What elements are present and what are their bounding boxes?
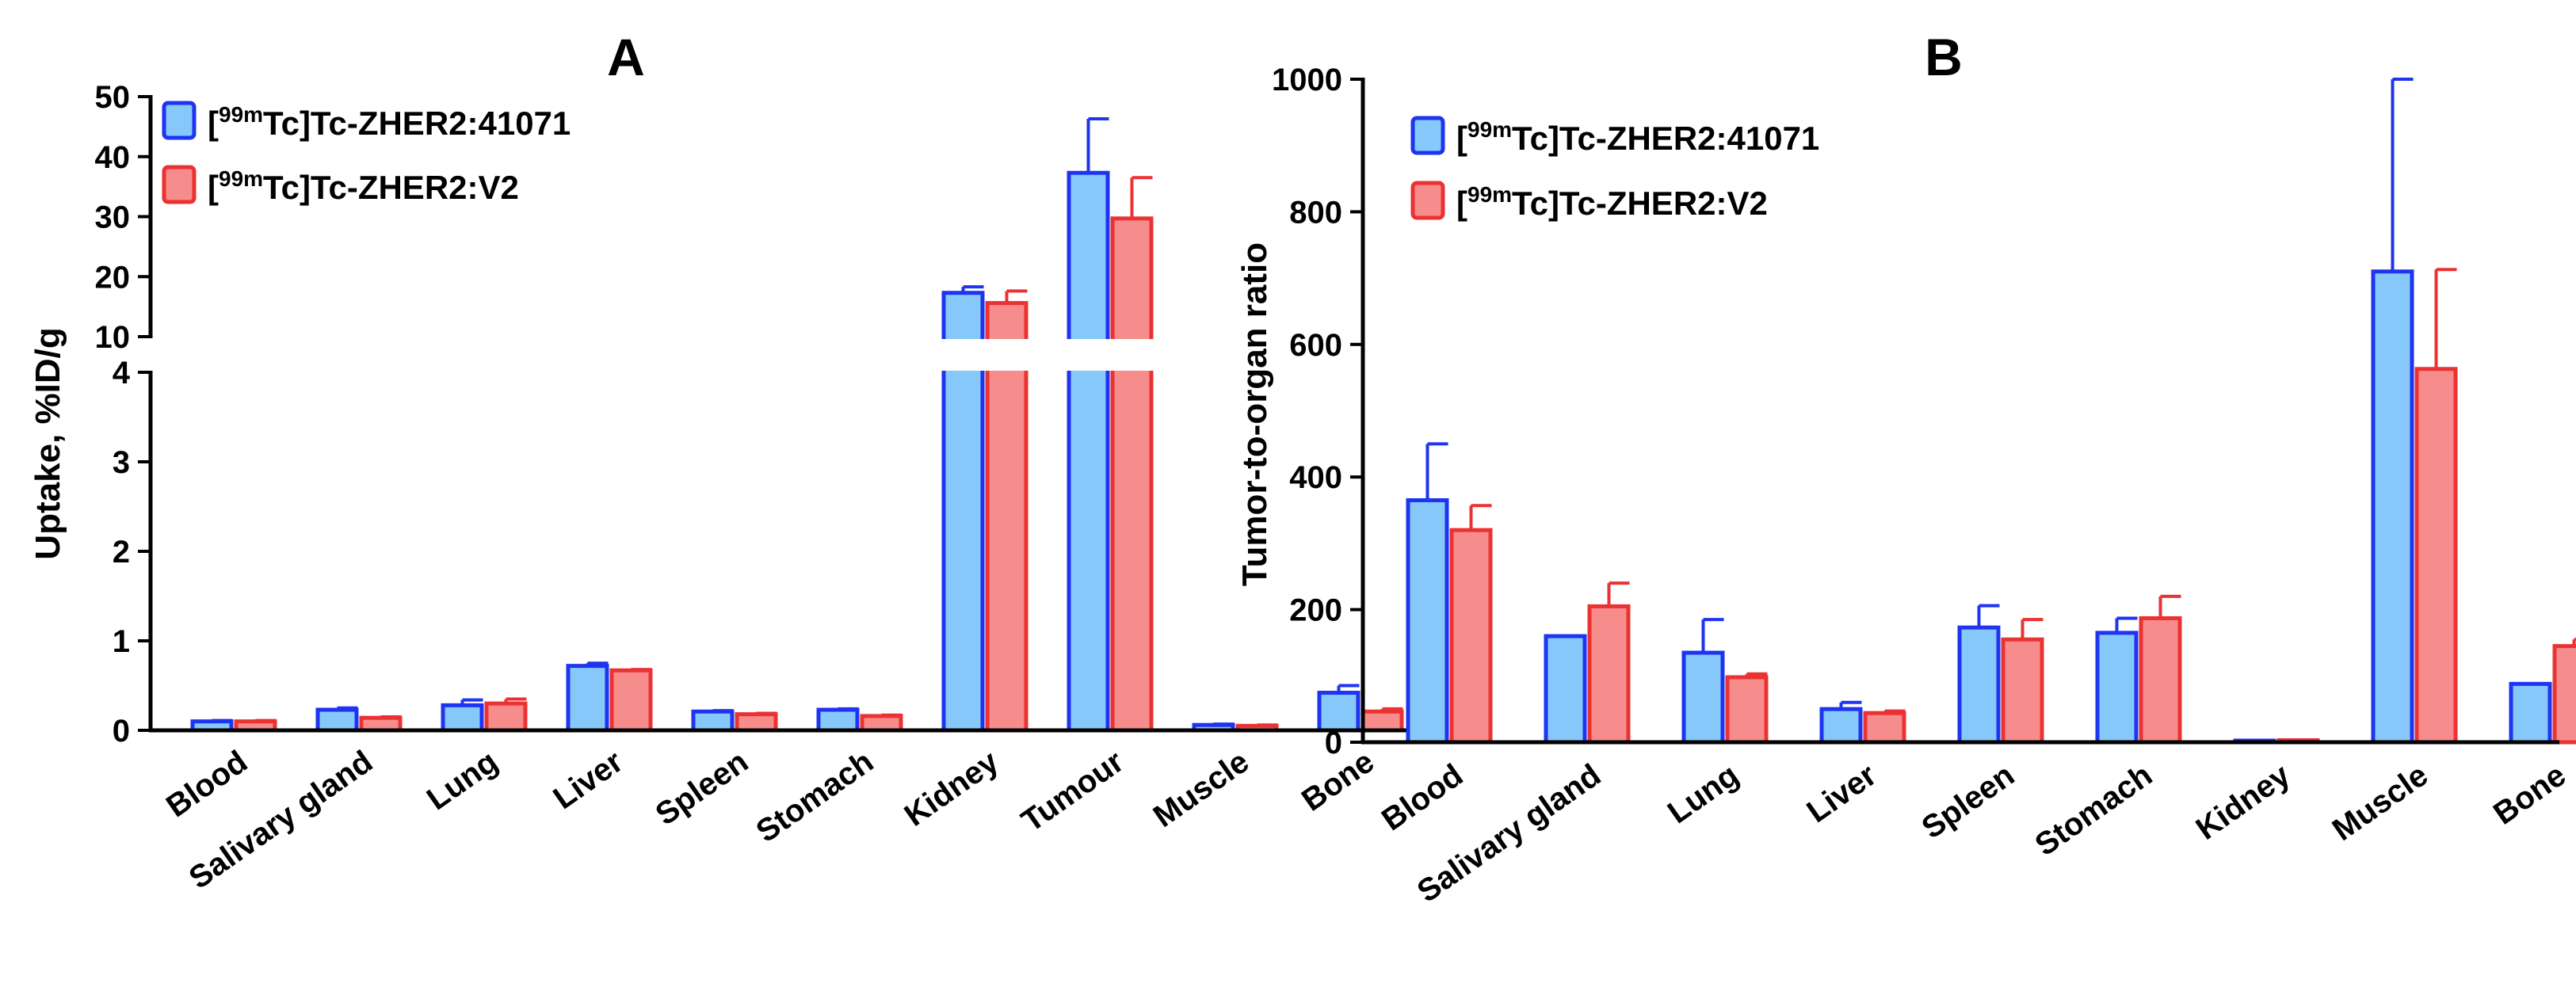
panel-b-bar-s1-stomach	[2095, 631, 2139, 745]
panel-b-bar-s2-lung	[1725, 675, 1769, 745]
panel-a-bar-s1-salivary-gland	[315, 707, 359, 733]
panel-a: A Uptake, %ID/g [99mTc]Tc-ZHER2:41071 [9…	[29, 28, 1430, 896]
panel-b-bar-s1-salivary-gland	[1544, 634, 1587, 745]
panel-a-y-tick-label: 50	[95, 80, 131, 115]
panel-a-y-tick-label: 1	[113, 624, 130, 659]
panel-a-bar-s1-spleen	[691, 709, 735, 733]
panel-a-category-label: Stomach	[750, 744, 880, 849]
panel-b: B Tumor-to-organ ratio [99mTc]Tc-ZHER2:4…	[1235, 28, 2576, 909]
panel-a-y-tick-label: 40	[95, 140, 131, 175]
panel-a-bar-s2-liver	[609, 668, 653, 733]
panel-a-legend-swatch-1	[162, 101, 197, 140]
panel-b-legend-swatch-2	[1410, 181, 1445, 220]
panel-a-category-label: Spleen	[649, 744, 754, 832]
panel-a-category-label: Tumour	[1015, 744, 1130, 839]
panel-b-bar-s2-bone	[2552, 644, 2576, 745]
panel-b-bar-s2-stomach	[2139, 615, 2182, 745]
panel-a-bar-s2-lung	[484, 701, 528, 733]
panel-a-category-label: Lung	[421, 744, 504, 817]
panel-a-bar-s1-tumour	[1067, 170, 1110, 733]
panel-a-bar-s2-spleen	[735, 712, 778, 733]
panel-b-category-label: Lung	[1662, 757, 1745, 830]
panel-a-title: A	[607, 28, 645, 86]
panel-b-legend-label-1: [99mTc]Tc-ZHER2:41071	[1456, 117, 1819, 157]
panel-a-bar-s2-bone	[1361, 709, 1404, 733]
panel-a-y-axis-title: Uptake, %ID/g	[29, 327, 67, 559]
panel-a-category-label: Liver	[548, 744, 630, 816]
panel-a-bar-s1-bone	[1317, 691, 1361, 733]
panel-a-bar-s2-tumour	[1110, 216, 1154, 733]
panel-b-category-label: Bone	[2487, 757, 2572, 831]
panel-b-category-label: Muscle	[2326, 757, 2434, 848]
panel-a-category-label: Muscle	[1147, 744, 1255, 834]
panel-b-category-label: Spleen	[1915, 757, 2021, 845]
panel-b-legend-label-2: [99mTc]Tc-ZHER2:V2	[1456, 182, 1768, 222]
panel-a-legend-label-2: [99mTc]Tc-ZHER2:V2	[208, 166, 519, 206]
panel-a-y-tick-label: 4	[113, 356, 131, 391]
panel-b-y-axis-title: Tumor-to-organ ratio	[1235, 242, 1274, 586]
panel-b-category-label: Kidney	[2190, 757, 2297, 847]
panel-b-bar-s2-blood	[1449, 528, 1493, 745]
panel-b-bar-s1-muscle	[2371, 269, 2414, 745]
panel-b-category-label: Blood	[1376, 757, 1469, 837]
panel-b-y-tick-label: 400	[1289, 460, 1342, 495]
panel-b-y-tick-label: 0	[1325, 726, 1342, 760]
panel-a-y-tick-label: 2	[113, 535, 130, 570]
panel-b-category-label: Stomach	[2029, 757, 2159, 863]
panel-a-bar-s2-stomach	[860, 714, 903, 733]
panel-a-category-label: Kidney	[899, 744, 1006, 833]
panel-a-legend: [99mTc]Tc-ZHER2:41071 [99mTc]Tc-ZHER2:V2	[162, 101, 571, 206]
panel-a-legend-label-1: [99mTc]Tc-ZHER2:41071	[208, 102, 571, 142]
panel-b-bar-s2-liver	[1863, 711, 1906, 745]
panel-a-y-ticks: 0 1 2 3 410 20 30 40 50	[95, 80, 151, 749]
panel-b-bar-s1-bone	[2509, 681, 2552, 745]
panel-a-bars	[151, 117, 1404, 733]
panel-b-title: B	[1925, 28, 1963, 86]
panel-b-y-tick-label: 800	[1289, 195, 1342, 230]
panel-b-bar-s1-lung	[1681, 650, 1725, 745]
panel-b-category-label: Liver	[1801, 757, 1883, 829]
panel-a-y-tick-label: 20	[95, 260, 131, 295]
panel-a-bar-s1-stomach	[816, 707, 860, 733]
panel-b-bar-s2-muscle	[2414, 367, 2458, 745]
panel-b-bars	[1406, 78, 2576, 745]
panel-a-bar-s1-lung	[441, 703, 484, 733]
panel-a-bar-s1-liver	[566, 664, 609, 733]
panel-b-axes	[1361, 78, 2559, 745]
panel-a-axis-break-gap	[151, 339, 1276, 371]
panel-b-y-tick-label: 200	[1289, 593, 1342, 628]
panel-b-y-ticks: 0 200 400 600 800 1000	[1272, 63, 1363, 760]
panel-a-category-label: Blood	[160, 744, 254, 824]
panel-a-y-tick-label: 30	[95, 200, 131, 235]
panel-b-bar-s2-spleen	[2001, 637, 2044, 745]
panel-a-y-tick-label: 3	[113, 445, 130, 480]
panel-a-y-tick-label: 0	[113, 714, 130, 749]
panel-b-bar-s1-blood	[1406, 497, 1449, 745]
panel-a-y-tick-label: 10	[95, 320, 131, 355]
panel-b-y-tick-label: 600	[1289, 328, 1342, 363]
panel-b-bar-s1-spleen	[1957, 625, 2001, 745]
panel-b-legend: [99mTc]Tc-ZHER2:41071 [99mTc]Tc-ZHER2:V2	[1410, 116, 1819, 222]
panel-b-legend-swatch-1	[1410, 116, 1445, 155]
panel-b-bar-s2-salivary-gland	[1587, 604, 1631, 745]
panel-a-legend-swatch-2	[162, 165, 197, 204]
panel-b-bar-s1-liver	[1819, 707, 1863, 745]
panel-b-y-tick-label: 1000	[1272, 63, 1342, 97]
